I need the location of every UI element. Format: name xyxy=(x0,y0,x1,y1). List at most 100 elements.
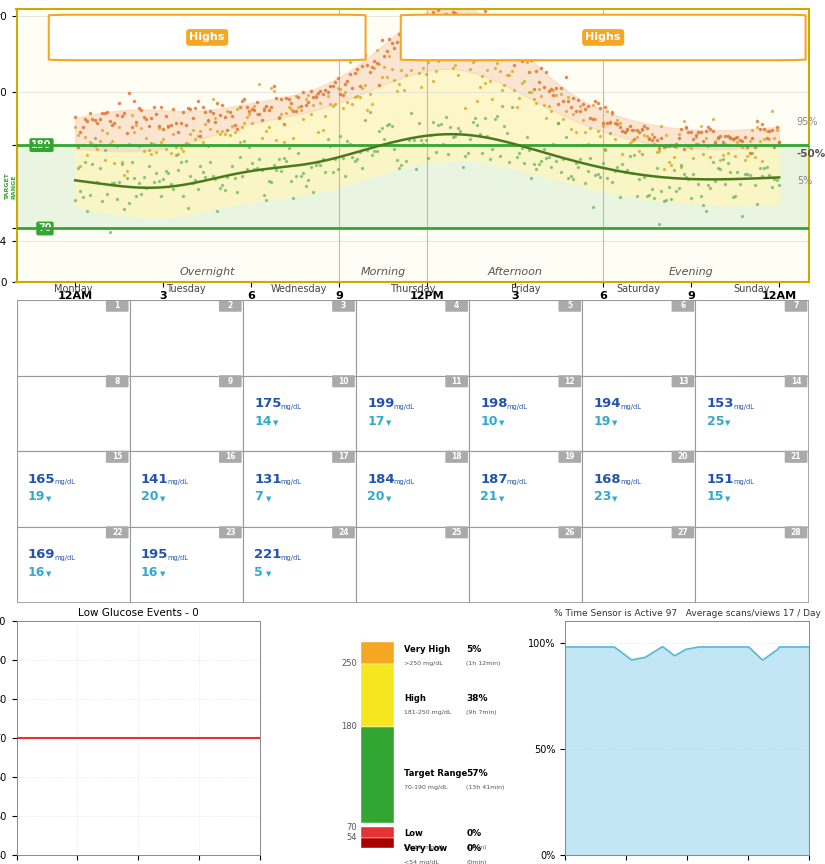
Point xyxy=(243,141,256,155)
Point xyxy=(593,101,606,115)
Point xyxy=(738,153,752,167)
Point xyxy=(701,120,714,134)
Point xyxy=(721,129,734,143)
Text: 23: 23 xyxy=(593,490,610,504)
Point xyxy=(724,131,737,145)
Point xyxy=(196,135,210,149)
Point xyxy=(194,130,207,143)
Point xyxy=(393,77,406,91)
Point xyxy=(684,191,697,205)
Point xyxy=(314,158,327,172)
Text: 38%: 38% xyxy=(466,694,488,703)
Text: ▼: ▼ xyxy=(272,420,278,426)
Text: ▼: ▼ xyxy=(159,571,165,577)
Point xyxy=(483,11,497,25)
Point xyxy=(738,130,752,144)
Point xyxy=(679,120,692,134)
Point xyxy=(623,136,636,149)
Point xyxy=(98,106,111,120)
Point xyxy=(532,82,545,96)
Point xyxy=(390,154,403,168)
Point xyxy=(88,113,101,127)
Point xyxy=(106,176,119,190)
Point xyxy=(292,100,305,114)
FancyBboxPatch shape xyxy=(559,375,581,387)
Point xyxy=(304,107,318,121)
Bar xyxy=(130,301,243,376)
Point xyxy=(655,184,668,198)
Point xyxy=(419,67,432,80)
Point xyxy=(76,190,89,204)
Point xyxy=(466,116,479,130)
Point xyxy=(653,217,666,231)
Point xyxy=(385,61,398,75)
Text: 195: 195 xyxy=(141,549,168,562)
Point xyxy=(218,127,231,141)
Point xyxy=(615,147,629,161)
Point xyxy=(134,103,148,117)
Point xyxy=(311,86,324,99)
Point xyxy=(368,54,381,67)
Point xyxy=(667,139,681,153)
Point xyxy=(746,146,759,160)
Point xyxy=(331,162,344,175)
Point xyxy=(549,80,563,94)
Text: mg/dL: mg/dL xyxy=(0,7,3,16)
Point xyxy=(361,143,374,157)
Text: TARGET
RANGE: TARGET RANGE xyxy=(5,174,16,200)
Point xyxy=(365,60,379,74)
FancyBboxPatch shape xyxy=(446,375,468,387)
Point xyxy=(603,126,616,140)
Point xyxy=(275,164,288,178)
Point xyxy=(424,37,437,51)
Point xyxy=(189,132,202,146)
Point xyxy=(444,52,457,66)
Point xyxy=(481,129,494,143)
Point xyxy=(429,64,442,78)
Point xyxy=(670,140,683,154)
Point xyxy=(98,153,111,167)
Point xyxy=(579,102,592,116)
Point xyxy=(400,154,413,168)
Text: 14: 14 xyxy=(254,415,271,428)
Point xyxy=(530,64,543,78)
Point xyxy=(373,78,386,92)
Point xyxy=(601,104,614,118)
Point xyxy=(441,40,455,54)
Bar xyxy=(16,452,130,527)
Point xyxy=(638,119,651,133)
Point xyxy=(292,91,305,105)
Point xyxy=(255,131,268,145)
Point xyxy=(544,104,558,118)
Point xyxy=(118,106,131,120)
Point xyxy=(643,132,656,146)
Point xyxy=(204,123,217,137)
Point xyxy=(694,189,707,203)
Point xyxy=(675,158,688,172)
Point xyxy=(358,78,371,92)
Point xyxy=(557,112,570,126)
Point xyxy=(333,129,346,143)
Point xyxy=(68,193,82,206)
Point xyxy=(623,149,636,162)
Point xyxy=(686,167,700,181)
Text: 5: 5 xyxy=(254,566,263,579)
Text: 180: 180 xyxy=(342,722,357,731)
Point xyxy=(699,205,712,219)
Point xyxy=(282,100,295,114)
Point xyxy=(694,118,707,132)
Point xyxy=(255,163,268,177)
Point xyxy=(404,106,417,120)
Point xyxy=(628,124,641,137)
Point xyxy=(591,96,604,110)
Point xyxy=(385,119,398,133)
Point xyxy=(169,116,182,130)
FancyBboxPatch shape xyxy=(361,664,394,727)
Point xyxy=(731,130,744,143)
Point xyxy=(766,124,779,137)
Point xyxy=(699,130,712,144)
Point xyxy=(670,137,683,151)
Text: 14: 14 xyxy=(791,377,801,385)
Point xyxy=(422,150,435,164)
Point xyxy=(505,64,518,78)
